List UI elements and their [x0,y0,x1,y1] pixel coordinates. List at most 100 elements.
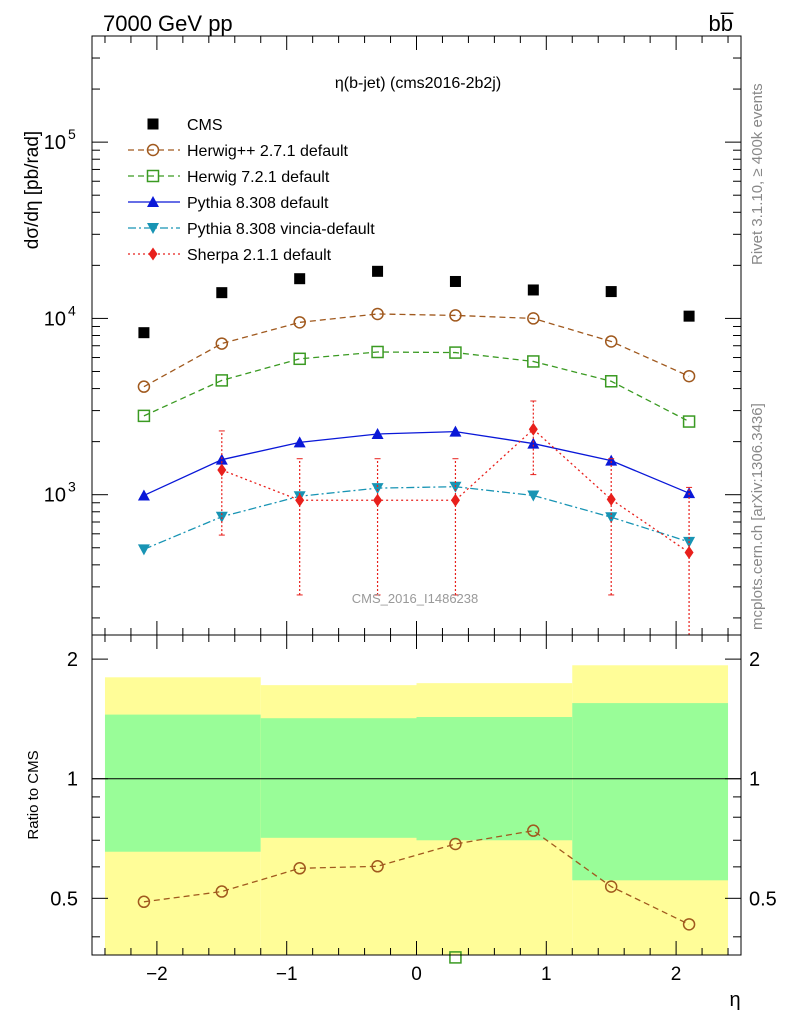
ratio-series-herwig-2-7-1-default [137,824,696,931]
data-point [683,310,695,322]
data-point [217,463,227,477]
legend: CMS Herwig++ 2.7.1 default Herwig 7.2.1 de… [128,117,375,264]
data-point [371,345,384,359]
data-point [682,369,696,383]
data-point [527,312,540,325]
main-y-axis-label: dσ/dη [pb/rad] [22,131,43,249]
legend-entry: Herwig 7.2.1 default [128,169,330,186]
main-y-tick-label: 10 [44,485,66,507]
legend-label: Pythia 8.308 default [187,195,329,212]
data-point [373,493,383,507]
ratio-point [293,862,306,875]
data-point [683,487,696,499]
ratio-point [604,880,618,893]
ratio-plot-frame [91,634,742,956]
series-line [143,351,690,423]
legend-entry: Pythia 8.308 vincia-default [128,221,375,238]
ratio-y-tick-label-left: 2 [67,649,78,671]
ratio-y-tick-label-left: 1 [67,769,78,791]
data-point [449,346,462,359]
main-title: η(b-jet) (cms2016-2b2j) [335,75,501,92]
data-point [605,454,618,466]
x-tick-label: −2 [146,964,168,985]
data-point [450,493,460,507]
legend-marker [147,118,159,130]
legend-entry: Pythia 8.308 default [128,195,329,212]
data-point [449,481,462,493]
legend-marker [146,143,160,157]
ratio-point [137,895,151,909]
legend-entry: CMS [147,117,223,134]
uncertainty-band-stat [260,718,417,838]
uncertainty-band-stat [572,703,729,881]
data-point [527,355,540,368]
header-process-label: bb̅ [709,11,734,36]
data-point [215,453,228,465]
series-sherpa-2-1-1-default [217,400,694,636]
data-point [371,483,384,495]
x-axis-label: η [729,989,740,1011]
data-point [215,374,229,387]
header-energy-label: 7000 GeV pp [103,11,233,36]
main-y-tick-exponent: 5 [68,126,76,142]
main-y-tick-exponent: 3 [68,479,76,495]
ratio-point [371,860,384,873]
data-point [528,422,538,436]
ratio-y-tick-label-right: 0.5 [749,888,777,910]
data-point [294,273,306,285]
series-cms [138,265,695,339]
data-point [371,427,384,439]
uncertainty-band-stat [104,714,261,852]
main-y-tick-label: 10 [44,308,66,330]
rivet-version-label: Rivet 3.1.10, ≥ 400k events [749,83,766,265]
legend-marker [148,247,158,261]
series-herwig-2-7-1-default [137,307,696,393]
data-point [372,265,384,277]
legend-label: CMS [187,117,223,134]
data-point [138,327,150,339]
data-point [527,284,539,296]
data-point [604,335,618,348]
ratio-panel: −2 −1 0 1 2 0.5 0.5 1 1 2 2 Ratio to CMS η [25,634,777,1011]
ratio-line [143,829,690,925]
legend-label: Sherpa 2.1.1 default [187,247,332,264]
legend-marker [147,223,159,234]
data-point [371,307,384,321]
data-point [293,352,306,366]
x-tick-label: 1 [541,964,552,985]
data-point [527,490,540,502]
ratio-series-herwig-7-2-1-default [449,951,462,964]
series-line [143,486,690,550]
data-point [137,409,151,423]
data-point [449,275,461,287]
legend-entry: Herwig++ 2.7.1 default [128,143,349,160]
series-line [143,313,690,388]
x-tick-label: −1 [276,964,298,985]
data-point [293,316,306,329]
series-line [143,430,690,497]
data-point [295,493,305,507]
watermark-label: CMS_2016_I1486238 [352,591,479,606]
data-point [449,309,462,322]
data-point [293,436,306,448]
x-tick-label: 2 [671,964,682,985]
main-y-tick-exponent: 4 [68,302,76,318]
data-point [137,489,150,501]
legend-marker [147,196,159,207]
data-point [215,337,229,350]
ratio-point [682,918,696,931]
ratio-y-tick-label-right: 2 [749,649,760,671]
ratio-y-tick-label-right: 1 [749,769,760,791]
data-point [527,437,540,449]
data-point [682,415,696,428]
legend-label: Pythia 8.308 vincia-default [187,221,375,238]
legend-entry: Sherpa 2.1.1 default [128,247,332,264]
data-point [605,286,617,298]
series-pythia-8-308-default [137,425,696,501]
data-point [606,492,616,506]
legend-marker [146,169,160,183]
ratio-point [215,885,229,898]
data-point [449,425,462,437]
